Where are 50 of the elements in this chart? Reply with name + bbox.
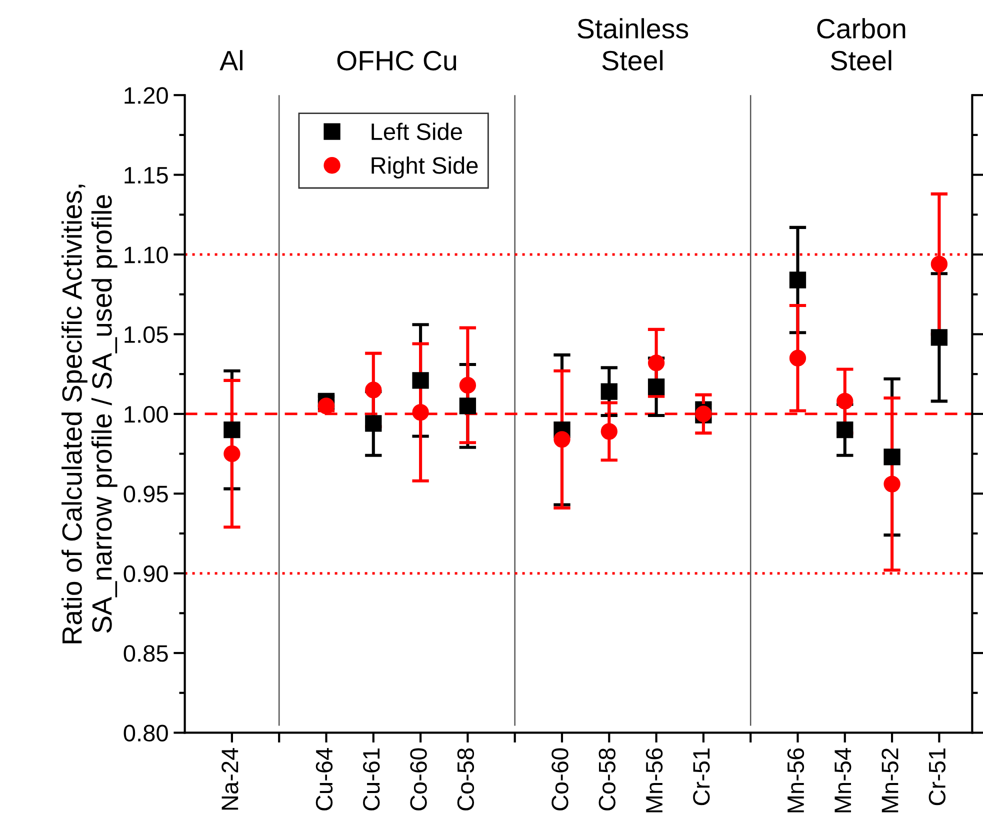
x-tick-label: Co-58 (457, 748, 474, 810)
x-tick-label: Cr-51 (928, 748, 946, 806)
point (789, 350, 806, 366)
point (459, 376, 476, 394)
text: OFHC Cu (337, 50, 456, 70)
y-tick-label: 1.20 (124, 87, 168, 104)
point (789, 272, 806, 288)
y-tick-label: 0.90 (124, 565, 168, 582)
point (224, 445, 240, 462)
x-tick-label: Na-24 (222, 748, 238, 810)
point (648, 354, 665, 372)
point (554, 431, 570, 448)
point (930, 329, 948, 346)
point (884, 448, 900, 466)
y-tick-label: 1.15 (124, 167, 168, 184)
point (648, 378, 665, 396)
point (600, 423, 618, 440)
x-tick-label: Cr-51 (693, 748, 710, 806)
point (365, 415, 382, 432)
y-tick-label: 1.00 (124, 406, 168, 423)
text: Al (220, 50, 242, 70)
point (836, 422, 854, 438)
x-tick-label: Cu-61 (363, 748, 380, 810)
text: Stainless Steel (578, 18, 688, 70)
y-tick-label: 0.85 (124, 645, 168, 662)
point (930, 256, 948, 272)
legend-label: Left Side (372, 122, 462, 140)
point (600, 383, 618, 400)
y-tick-label: 1.10 (124, 246, 168, 264)
x-tick-label: Co-60 (552, 748, 568, 810)
y-tick-label: 0.95 (124, 486, 168, 502)
x-tick-label: Co-58 (598, 748, 616, 810)
legend-label: Right Side (372, 156, 478, 179)
point (365, 382, 382, 398)
x-tick-label: Mn-52 (882, 748, 898, 812)
x-tick-label: Cu-64 (316, 748, 333, 810)
point (412, 404, 429, 421)
y-tick-label: 1.05 (124, 326, 168, 343)
x-tick-label: Co-60 (410, 748, 427, 810)
point (884, 476, 900, 492)
x-tick-label: Mn-54 (834, 748, 852, 812)
point (459, 398, 476, 414)
y-tick-label: 0.80 (124, 724, 168, 742)
x-tick-label: Mn-56 (787, 748, 804, 812)
point (224, 422, 240, 438)
x-tick-label: Mn-56 (646, 748, 663, 812)
point (836, 392, 854, 410)
y-axis-title: Ratio of Calculated Specific Activities, SA_narrow profile / SA_used profile (62, 184, 118, 644)
point (412, 372, 429, 389)
text: Carbon Steel (817, 18, 906, 70)
